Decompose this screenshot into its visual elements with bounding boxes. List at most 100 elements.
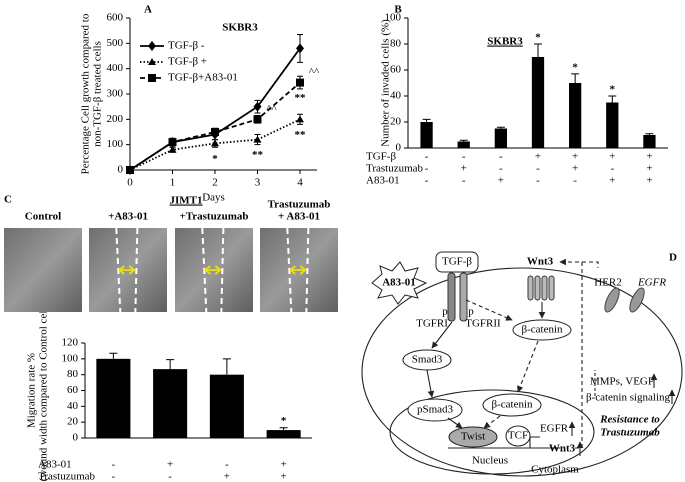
y-tick-label: 300 [107,88,124,100]
y-tick-label: 600 [107,12,124,24]
error-bar [166,359,175,370]
image-label: + A83-01 [278,211,320,223]
error-bar [222,358,231,375]
legend-label: TGF-β+A83-01 [168,72,238,84]
wound-width [203,265,222,275]
marker [253,101,262,112]
arrow [559,258,583,449]
x-axis-label: Days [202,192,225,204]
egfr-receptor [629,287,645,313]
y-tick-label: 0 [118,164,124,176]
image-label: Trastuzumab [268,199,331,211]
bar [606,102,619,148]
annotation: ** [252,149,264,161]
image-label: +A83-01 [108,211,148,223]
label: EGFR [540,423,569,435]
condition-mark: + [572,151,578,163]
label: TCF [508,430,528,442]
x-tick-label: 0 [127,177,133,189]
diagram [361,251,683,477]
error-bar [109,352,118,359]
condition-label: Trastuzumab [38,471,96,482]
her2-receptor [604,287,620,313]
bar [494,128,507,148]
marker [168,138,177,147]
arrow [517,340,539,393]
receptor [447,272,456,322]
label: Wnt3 [549,443,576,455]
arrow [447,417,463,429]
label: pSmad3 [417,404,454,416]
condition-mark: + [167,459,173,471]
bar [643,135,656,148]
condition-mark: - [425,151,429,163]
condition-mark: + [281,471,287,482]
error-bar [422,118,431,122]
label: Trastuzumab [600,427,660,439]
label: p [442,306,448,318]
arrow [465,299,513,321]
condition-mark: - [499,151,503,163]
y-tick-label: 40 [390,90,402,102]
arrow [582,261,599,268]
node [448,426,498,448]
error-bar [608,95,617,103]
x-tick-label: 3 [255,177,261,189]
y-axis-label: Migration rate % [26,353,38,428]
label: MMPs, VEGF [590,376,654,388]
y-tick-label: 100 [107,138,124,150]
y-tick-label: 20 [390,116,402,128]
legend-label: TGF-β + [168,56,207,68]
condition-mark: + [498,175,504,187]
error-bar [496,126,505,129]
error-bar [534,43,542,57]
y-tick-label: 60 [390,64,402,76]
y-tick-label: 0 [396,142,402,154]
legend-label: TGF-β - [168,40,205,52]
marker [296,43,304,54]
error-bar [459,139,468,142]
condition-mark: - [610,163,614,175]
bar [96,358,131,438]
label: p [468,306,474,318]
label: A83-01 [382,277,416,289]
wound-width [117,265,136,275]
marker [168,145,177,153]
y-axis-label: Percentage Cell growth compared to [80,13,92,174]
y-tick-label: 0 [73,432,79,444]
panel-label: C [4,194,12,206]
cell-membrane [361,267,683,477]
condition-mark: + [572,163,578,175]
condition-label: Trastuzumab [366,163,424,175]
condition-mark: + [224,471,230,482]
legend-marker [148,74,156,82]
x-tick-label: 4 [297,177,303,189]
condition-mark: - [462,175,466,187]
label: Resistance to [599,414,660,426]
legend-marker [148,41,156,51]
label: Cytoplasm [531,464,579,476]
gene-line [448,436,560,449]
marker [296,78,304,87]
image-label: +Trastuzumab [179,211,248,223]
wnt-receptor [527,275,555,301]
y-tick-label: 60 [67,384,79,396]
condition-mark: - [536,175,540,187]
y-tick-label: 100 [385,12,402,24]
chart-title: SKBR3 [222,22,258,34]
condition-mark: - [425,163,429,175]
inhibitor-star [371,261,428,305]
receptor [459,272,468,322]
y-tick-label: 100 [62,352,79,364]
annotation: ** [295,129,307,141]
condition-mark: - [536,163,540,175]
y-axis-label: (wound width compared to Control cells) [38,299,50,481]
x-tick-label: 2 [212,177,218,189]
label: Nucleus [472,455,508,467]
condition-mark: + [609,151,615,163]
legend-marker [148,58,156,65]
label: β-catenin [491,399,533,411]
bar [531,57,545,148]
condition-mark: - [573,175,577,187]
condition-label: TGF-β [366,151,396,163]
